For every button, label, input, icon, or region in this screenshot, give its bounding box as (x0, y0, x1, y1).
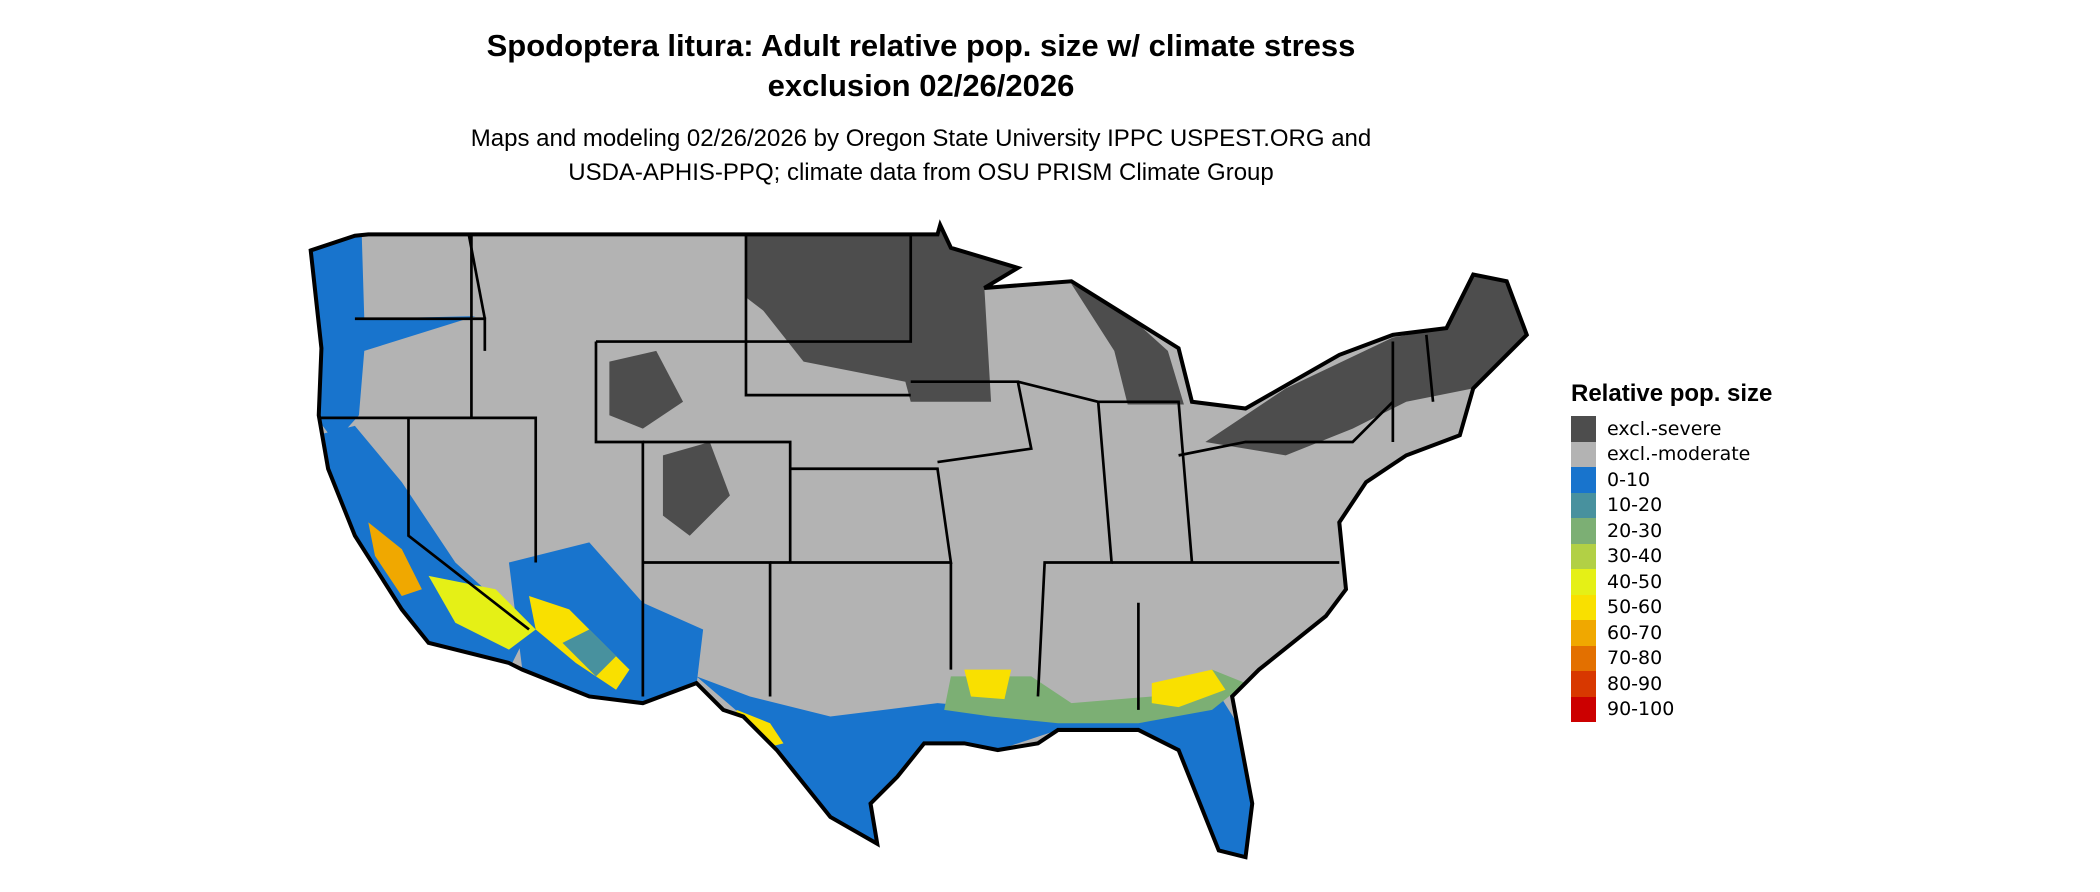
legend-swatch (1571, 645, 1596, 671)
range-50-70-california (368, 522, 422, 597)
map-title-line2: exclusion 02/26/2026 (767, 68, 1075, 103)
excl-severe-region-colorado (662, 441, 730, 536)
legend-swatch (1571, 620, 1596, 646)
map-subtitle-line2: USDA-APHIS-PPQ; climate data from OSU PR… (568, 159, 1274, 186)
legend-item: excl.-moderate (1571, 441, 1772, 467)
legend-label: excl.-severe (1607, 417, 1722, 440)
legend-label: 60-70 (1607, 621, 1663, 644)
legend: Relative pop. size excl.-severe excl.-mod… (1571, 380, 1772, 722)
range-40-60-desert (428, 575, 536, 650)
legend-label: 50-60 (1607, 596, 1663, 619)
legend-label: excl.-moderate (1607, 443, 1751, 466)
legend-label: 20-30 (1607, 519, 1663, 542)
legend-item: 10-20 (1571, 492, 1772, 518)
excl-severe-region-michigan (1071, 283, 1184, 405)
legend-item: 60-70 (1571, 620, 1772, 646)
excl-severe-region-north-plains (745, 225, 1018, 402)
legend-label: 70-80 (1607, 647, 1663, 670)
map-subtitle-line1: Maps and modeling 02/26/2026 by Oregon S… (470, 125, 1372, 152)
range-20-30-gulf-band (944, 669, 1246, 724)
legend-title: Relative pop. size (1571, 380, 1773, 407)
legend-item: 90-100 (1571, 696, 1772, 722)
legend-item: 40-50 (1571, 569, 1772, 595)
legend-swatch (1571, 594, 1596, 620)
legend-label: 80-90 (1607, 672, 1663, 695)
range-10-20-arizona (562, 629, 617, 677)
legend-swatch (1571, 518, 1596, 544)
legend-swatch (1571, 696, 1596, 722)
legend-swatch (1571, 671, 1596, 697)
legend-swatch (1571, 569, 1596, 595)
range-0-10-arizona (508, 542, 704, 704)
legend-item: 0-10 (1571, 467, 1772, 493)
range-40-60-georgia (1151, 669, 1226, 708)
legend-item: 50-60 (1571, 594, 1772, 620)
map-subtitle: Maps and modeling 02/26/2026 by Oregon S… (371, 122, 1471, 190)
legend-item: 80-90 (1571, 671, 1772, 697)
map-title-line1: Spodoptera litura: Adult relative pop. s… (486, 28, 1356, 63)
legend-label: 90-100 (1607, 698, 1675, 721)
legend-item: excl.-severe (1571, 416, 1772, 442)
legend-swatch (1571, 543, 1596, 569)
legend-label: 40-50 (1607, 570, 1663, 593)
excl-severe-region-rockies (609, 350, 684, 429)
legend-label: 10-20 (1607, 494, 1663, 517)
legend-label: 0-10 (1607, 468, 1651, 491)
legend-swatch (1571, 441, 1596, 467)
legend-label: 30-40 (1607, 545, 1663, 568)
legend-item: 70-80 (1571, 645, 1772, 671)
range-40-60-louisiana (964, 669, 1012, 700)
legend-item: 30-40 (1571, 543, 1772, 569)
legend-swatch (1571, 416, 1596, 442)
range-0-10-pacific-northwest (310, 230, 476, 442)
legend-item: 20-30 (1571, 518, 1772, 544)
state-boundaries (311, 225, 1527, 857)
legend-swatch (1571, 492, 1596, 518)
map-title: Spodoptera litura: Adult relative pop. s… (421, 26, 1421, 106)
legend-swatch (1571, 467, 1596, 493)
